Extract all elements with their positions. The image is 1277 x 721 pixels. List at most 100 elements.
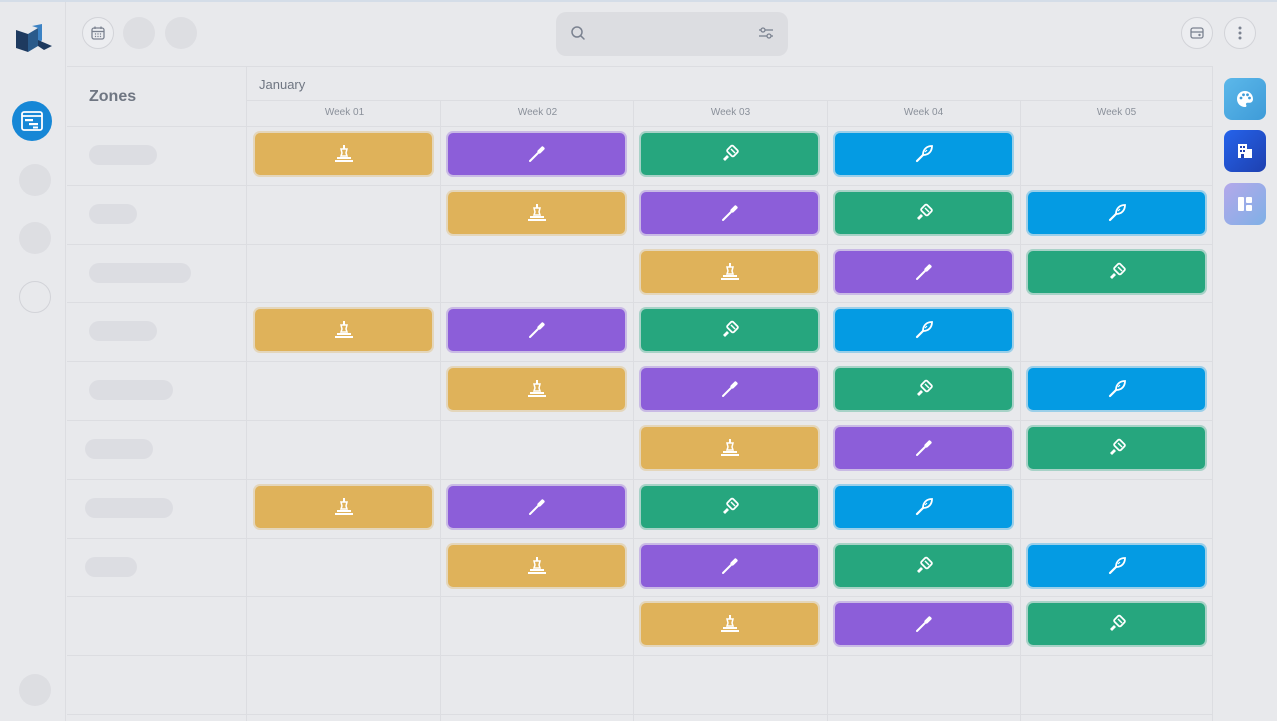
sidebar-item-placeholder[interactable] [19,222,51,254]
search-icon [571,26,585,40]
screwdriver-icon [526,319,548,341]
task-bar-green[interactable] [641,133,818,175]
screwdriver-icon [719,555,741,577]
task-bar-purple[interactable] [641,545,818,587]
zone-name-placeholder[interactable] [89,263,191,283]
task-bar-purple[interactable] [835,427,1012,469]
sidebar-item-placeholder[interactable] [19,281,51,313]
task-bar-green[interactable] [1028,603,1205,645]
toolbar-placeholder-button[interactable] [123,17,155,49]
task-bar-yellow[interactable] [641,603,818,645]
palette-button[interactable] [1224,78,1266,120]
screwdriver-icon [526,143,548,165]
zone-name-placeholder[interactable] [85,439,153,459]
row-divider [67,596,1213,597]
task-bar-purple[interactable] [835,603,1012,645]
more-options-button[interactable] [1224,17,1256,49]
sidebar-item-placeholder[interactable] [19,164,51,196]
task-bar-yellow[interactable] [641,427,818,469]
task-bar-blue[interactable] [835,486,1012,528]
week-header: Week 02 [517,107,558,118]
screwdriver-icon [913,613,935,635]
left-sidebar [0,2,66,721]
row-divider [67,185,1213,186]
sidebar-item-timeline[interactable] [12,101,52,141]
task-bar-yellow[interactable] [255,133,432,175]
task-bar-blue[interactable] [1028,368,1205,410]
task-bar-green[interactable] [835,368,1012,410]
task-bar-blue[interactable] [1028,192,1205,234]
app-logo[interactable] [16,24,52,54]
drill-icon [333,319,355,341]
screwdriver-icon [719,378,741,400]
task-bar-purple[interactable] [641,368,818,410]
screwdriver-icon [913,261,935,283]
week-header: Week 05 [1096,107,1137,118]
zone-name-placeholder[interactable] [89,145,157,165]
task-bar-purple[interactable] [448,133,625,175]
column-divider [827,100,828,721]
task-bar-yellow[interactable] [255,309,432,351]
task-bar-blue[interactable] [835,309,1012,351]
zone-name-placeholder[interactable] [89,204,137,224]
row-divider [67,714,1213,715]
task-bar-yellow[interactable] [448,192,625,234]
search-bar[interactable] [556,12,788,56]
building-button[interactable] [1224,130,1266,172]
row-divider [67,361,1213,362]
drill-icon [526,378,548,400]
paint-brush-icon [1106,613,1128,635]
task-bar-yellow[interactable] [255,486,432,528]
column-divider [633,100,634,721]
task-bar-green[interactable] [1028,251,1205,293]
row-divider [67,302,1213,303]
zone-name-placeholder[interactable] [85,498,173,518]
filter-icon[interactable] [758,26,774,40]
paint-brush-icon [913,202,935,224]
task-bar-yellow[interactable] [448,545,625,587]
zone-name-placeholder[interactable] [85,557,137,577]
screwdriver-icon [526,496,548,518]
palette-icon [1237,91,1253,107]
zone-name-placeholder[interactable] [89,321,157,341]
drill-icon [719,613,741,635]
task-bar-green[interactable] [641,486,818,528]
task-bar-yellow[interactable] [641,251,818,293]
task-bar-green[interactable] [835,192,1012,234]
screwdriver-icon [913,437,935,459]
layout-icon [1238,197,1252,211]
display-settings-button[interactable] [1181,17,1213,49]
task-bar-blue[interactable] [1028,545,1205,587]
layout-button[interactable] [1224,183,1266,225]
week-header: Week 01 [324,107,365,118]
more-vertical-icon [1238,26,1242,40]
task-bar-green[interactable] [641,309,818,351]
drill-icon [526,202,548,224]
header-divider [67,126,1213,127]
month-label: January [259,77,306,92]
drill-icon [719,437,741,459]
zones-column: Zones [67,67,247,721]
zone-name-placeholder[interactable] [89,380,173,400]
trowel-icon [913,496,935,518]
screwdriver-icon [719,202,741,224]
row-divider [67,655,1213,656]
drill-icon [526,555,548,577]
task-bar-purple[interactable] [641,192,818,234]
paint-brush-icon [913,378,935,400]
avatar[interactable] [19,674,51,706]
task-bar-green[interactable] [1028,427,1205,469]
task-bar-purple[interactable] [448,309,625,351]
calendar-icon [91,26,105,40]
task-bar-green[interactable] [835,545,1012,587]
divider [247,100,1213,101]
task-bar-yellow[interactable] [448,368,625,410]
calendar-button[interactable] [82,17,114,49]
toolbar-placeholder-button[interactable] [165,17,197,49]
trowel-icon [1106,378,1128,400]
task-bar-purple[interactable] [448,486,625,528]
task-bar-purple[interactable] [835,251,1012,293]
paint-brush-icon [913,555,935,577]
task-bar-blue[interactable] [835,133,1012,175]
settings-panel-icon [1190,27,1204,39]
